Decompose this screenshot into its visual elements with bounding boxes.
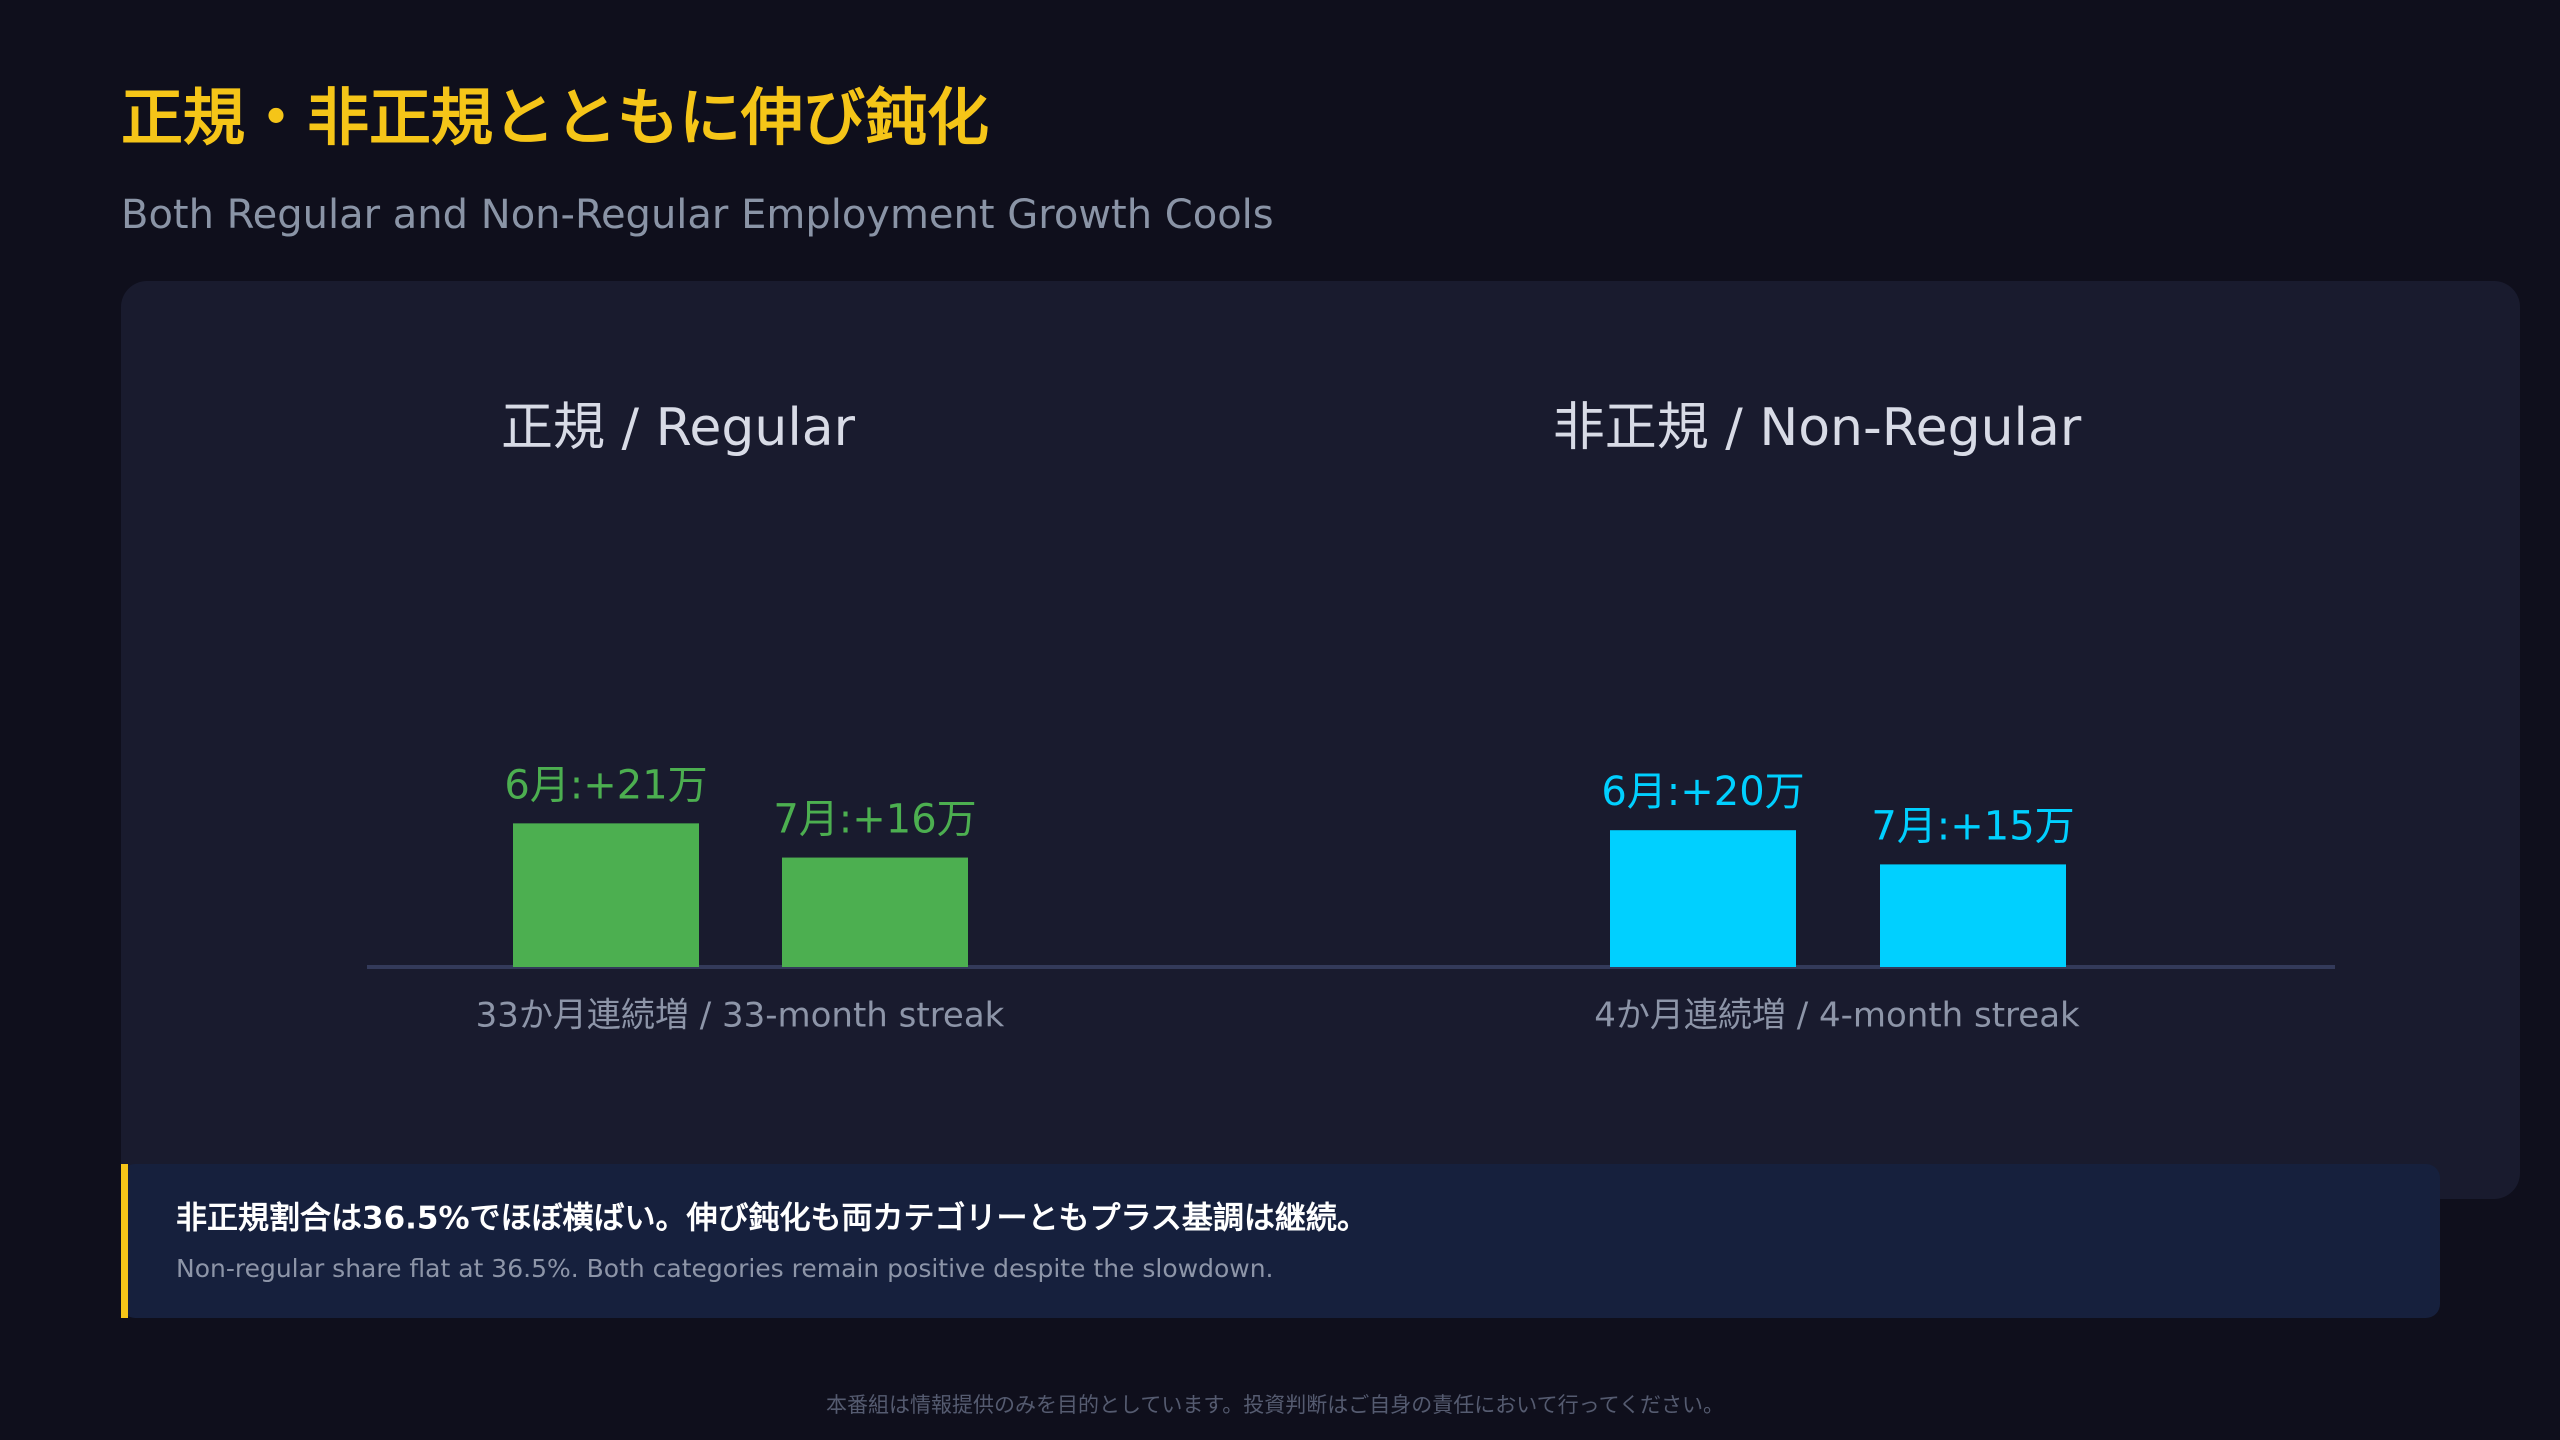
group-title: 正規 / Regular bbox=[501, 398, 856, 458]
streak-note: 4か月連続増 / 4-month streak bbox=[1594, 996, 2080, 1036]
callout-box bbox=[121, 1164, 2440, 1318]
value-label: 6月:+21万 bbox=[504, 762, 707, 808]
value-label: 7月:+16万 bbox=[773, 797, 976, 843]
callout-text: 非正規割合は36.5%でほぼ横ばい。伸び鈍化も両カテゴリーともプラス基調は継続。 bbox=[176, 1201, 1368, 1237]
bar bbox=[782, 857, 968, 967]
streak-note: 33か月連続増 / 33-month streak bbox=[476, 996, 1005, 1036]
panel bbox=[121, 281, 2520, 1199]
value-label: 7月:+15万 bbox=[1871, 803, 2074, 849]
subtitle: Both Regular and Non-Regular Employment … bbox=[121, 192, 1274, 238]
callout-accent bbox=[121, 1164, 128, 1318]
value-label: 6月:+20万 bbox=[1601, 769, 1804, 815]
group-title: 非正規 / Non-Regular bbox=[1553, 398, 2082, 458]
title: 正規・非正規とともに伸び鈍化 bbox=[121, 81, 989, 154]
bar bbox=[513, 823, 699, 967]
callout-subtext: Non-regular share flat at 36.5%. Both ca… bbox=[176, 1254, 1274, 1283]
disclaimer: 本番組は情報提供のみを目的としています。投資判断はご自身の責任において行ってくだ… bbox=[826, 1393, 1724, 1417]
bar bbox=[1610, 830, 1796, 967]
bar bbox=[1880, 864, 2066, 967]
